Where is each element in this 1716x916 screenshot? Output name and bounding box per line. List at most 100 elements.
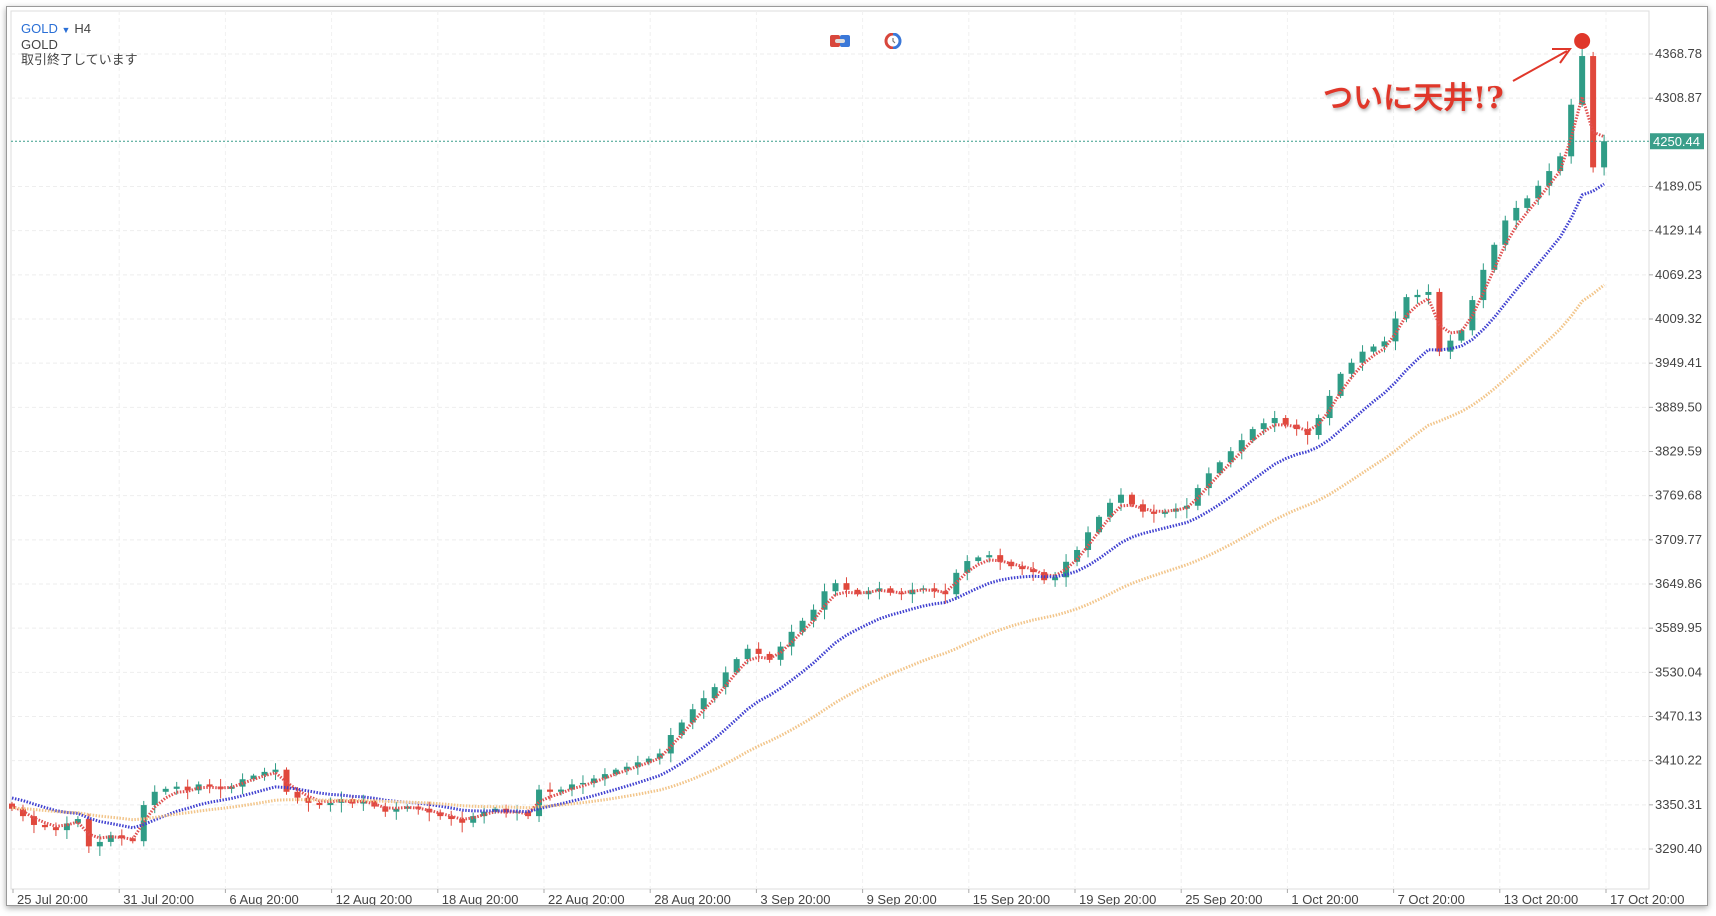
x-tick-label: 13 Oct 20:00 <box>1504 892 1578 905</box>
candle-body <box>30 816 37 825</box>
x-tick-label: 28 Aug 20:00 <box>654 892 731 905</box>
candle-body <box>964 561 971 573</box>
caret-down-icon[interactable]: ▼ <box>61 25 71 35</box>
annotation-arrow <box>1512 50 1568 82</box>
y-tick-label: 3709.77 <box>1655 532 1702 547</box>
candle-body <box>1326 395 1333 419</box>
candle-body <box>1557 156 1564 172</box>
candle-body <box>1008 561 1015 567</box>
x-tick-label: 9 Sep 20:00 <box>867 892 937 905</box>
annotation-text: ついに天井!? <box>1323 81 1504 116</box>
candle-body <box>415 806 422 809</box>
x-tick-label: 31 Jul 20:00 <box>123 892 194 905</box>
candle-body <box>1150 511 1157 514</box>
candle-body <box>1535 185 1542 199</box>
y-tick-label: 3589.95 <box>1655 620 1702 635</box>
moving-average-line <box>11 182 1605 830</box>
candle-body <box>63 823 70 831</box>
chart-window: 4368.78 4308.87 4189.05 4129.14 4069.23 4009.… <box>6 6 1708 906</box>
candle-body <box>184 786 191 791</box>
x-tick-label: 25 Sep 20:00 <box>1185 892 1262 905</box>
price-chart[interactable]: 4368.78 4308.87 4189.05 4129.14 4069.23 4009.… <box>7 7 1707 905</box>
candle-body <box>1139 504 1146 512</box>
candle-body <box>810 609 817 621</box>
moving-average-line <box>11 91 1605 841</box>
candle-body <box>788 631 795 647</box>
y-tick-label: 4069.23 <box>1655 267 1702 282</box>
candle-body <box>1107 502 1113 517</box>
candle-body <box>821 591 828 610</box>
candle-body <box>1227 451 1234 463</box>
candle-body <box>865 591 872 595</box>
candle-body <box>601 774 608 779</box>
candle-body <box>1085 532 1092 550</box>
candle-body <box>41 824 48 828</box>
candle-body <box>678 722 685 736</box>
candle-body <box>1183 505 1190 509</box>
x-tick-label: 6 Aug 20:00 <box>229 892 298 905</box>
x-tick-label: 19 Sep 20:00 <box>1079 892 1156 905</box>
arrowhead-icon <box>1552 47 1572 64</box>
x-tick-label: 17 Oct 20:00 <box>1610 892 1684 905</box>
candle-body <box>459 819 466 823</box>
symbol-label: GOLD <box>21 21 58 36</box>
x-tick-label: 22 Aug 20:00 <box>548 892 625 905</box>
plot-area <box>10 10 1650 890</box>
candle-body <box>744 648 751 660</box>
candle-body <box>579 782 586 785</box>
candle-body <box>547 789 554 792</box>
candle-body <box>975 557 982 562</box>
candle-body <box>1205 473 1212 489</box>
y-tick-label: 3949.41 <box>1655 355 1702 370</box>
candle-body <box>1052 577 1059 581</box>
candle-body <box>1447 340 1454 352</box>
y-tick-label: 4308.87 <box>1655 90 1702 105</box>
y-tick-label: 4189.05 <box>1655 179 1702 194</box>
candle-body <box>634 762 641 767</box>
candle-body <box>612 769 619 775</box>
candle-body <box>558 789 564 792</box>
candle-body <box>1315 418 1322 435</box>
candle-body <box>1249 429 1256 441</box>
moving-average-line <box>11 283 1606 822</box>
candle-body <box>898 592 905 595</box>
candle-body <box>942 591 949 595</box>
candle-body <box>52 827 59 831</box>
clock-icon[interactable] <box>882 33 904 49</box>
peak-marker <box>1574 32 1591 49</box>
candle-body <box>503 808 510 813</box>
candle-body <box>1096 516 1103 533</box>
y-tick-label: 3649.86 <box>1655 576 1702 591</box>
candle-body <box>667 735 674 754</box>
candle-body <box>1480 269 1487 301</box>
y-tick-label: 4129.14 <box>1655 223 1702 238</box>
candle-body <box>261 771 268 776</box>
candle-body <box>272 769 279 772</box>
candle-body <box>1568 104 1575 157</box>
candle-body <box>711 687 718 699</box>
y-tick-label: 3350.31 <box>1655 797 1702 812</box>
candle-body <box>931 588 938 592</box>
trade-panel-icon[interactable] <box>829 33 851 49</box>
candle-body <box>623 766 630 770</box>
candle-body <box>1282 418 1289 425</box>
candle-body <box>1381 341 1388 347</box>
candle-body <box>1370 346 1377 352</box>
symbol-selector[interactable]: GOLD ▼ H4 <box>21 21 91 38</box>
y-tick-label: 4368.78 <box>1655 46 1702 61</box>
x-tick-label: 15 Sep 20:00 <box>973 892 1050 905</box>
y-tick-label: 3889.50 <box>1655 399 1702 414</box>
last-price-label: 4250.44 <box>1653 134 1700 149</box>
candle-body <box>1579 56 1586 105</box>
candle-body <box>1491 244 1498 270</box>
timeframe-label[interactable]: H4 <box>74 21 92 36</box>
candle-body <box>151 791 158 806</box>
candle-body <box>173 786 180 789</box>
y-tick-label: 3769.68 <box>1655 488 1702 503</box>
candle-body <box>1359 351 1366 363</box>
candle-body <box>1513 207 1520 221</box>
candle-body <box>1502 220 1509 245</box>
candle-body <box>722 672 729 688</box>
candle-body <box>733 659 740 673</box>
candle-body <box>470 816 477 823</box>
